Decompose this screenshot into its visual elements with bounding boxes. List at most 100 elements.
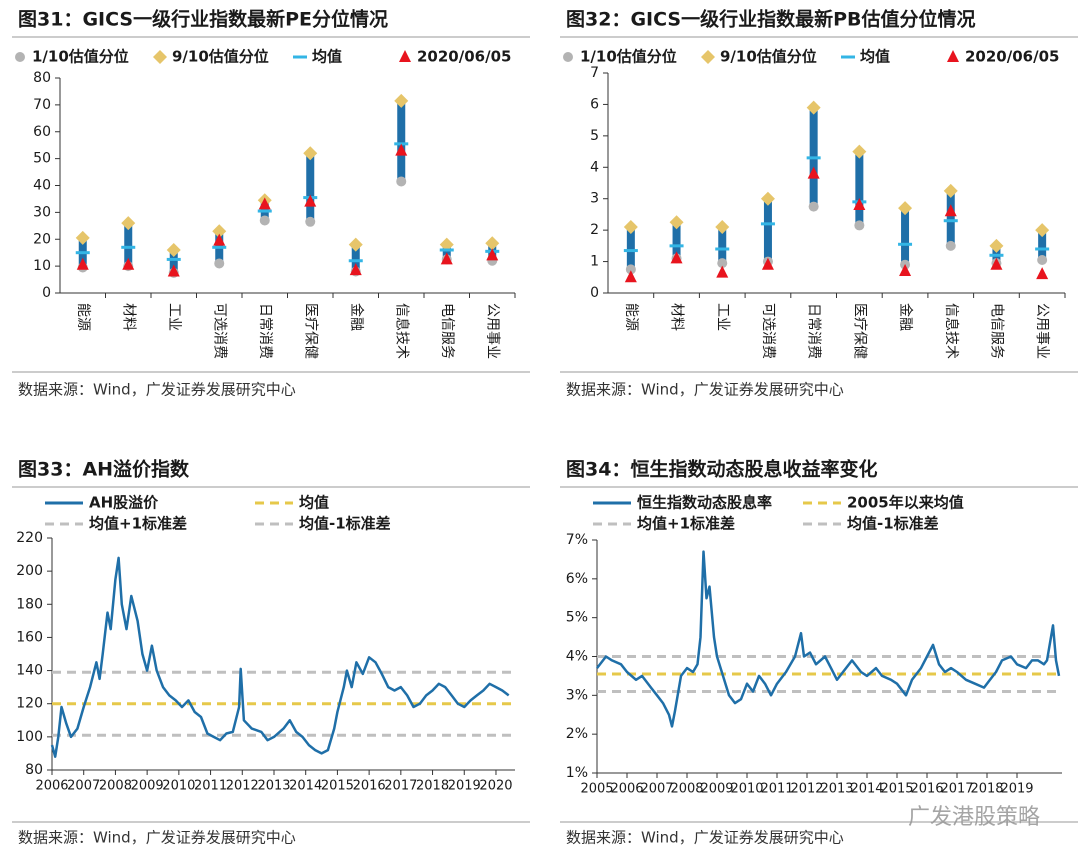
legend-label: 均值	[299, 494, 329, 512]
x-tick-label: 金融	[897, 303, 913, 331]
x-tick-label: 公用事业	[484, 303, 500, 359]
y-tick-label: 2	[590, 222, 599, 238]
x-tick-label: 医疗保健	[302, 303, 318, 359]
range-bar	[442, 244, 451, 260]
x-tick-label: 2019	[1000, 782, 1033, 797]
point	[715, 247, 730, 251]
y-tick-label: 20	[33, 231, 51, 247]
legend-label: 1/10估值分位	[32, 48, 129, 66]
x-tick-label: 2016	[353, 779, 386, 794]
range-bar	[901, 208, 910, 265]
y-tick-label: 5	[590, 128, 599, 144]
range-bar	[855, 151, 864, 226]
x-tick-label: 2015	[880, 782, 913, 797]
line	[50, 556, 510, 758]
y-tick-label: 80	[25, 762, 43, 778]
range-bar	[351, 244, 360, 272]
x-tick-label: 金融	[348, 303, 364, 331]
point	[1035, 223, 1050, 238]
point	[349, 263, 362, 276]
point	[1037, 255, 1048, 265]
legend-marker	[841, 55, 855, 59]
point	[943, 219, 958, 223]
point	[623, 220, 638, 234]
x-tick-label: 信息技术	[943, 303, 960, 359]
x-tick-label: 公用事业	[1034, 303, 1050, 359]
legend-marker	[701, 50, 715, 64]
legend-label: 均值+1标准差	[89, 515, 187, 533]
point	[75, 230, 90, 245]
range-bar	[626, 227, 635, 270]
point	[990, 257, 1003, 270]
y-tick-label: 4%	[566, 649, 588, 665]
legend-label: 1/10估值分位	[580, 48, 677, 66]
x-tick-label: 2012	[226, 779, 259, 794]
point	[806, 156, 821, 160]
y-tick-label: 3%	[566, 687, 588, 703]
point	[348, 237, 363, 252]
y-tick-label: 30	[33, 204, 51, 220]
point	[989, 238, 1004, 253]
point	[624, 270, 637, 283]
x-tick-label: 工业	[166, 303, 182, 331]
legend-label: 9/10估值分位	[720, 48, 817, 66]
x-tick-label: 2017	[940, 782, 973, 797]
x-tick-label: 可选消费	[760, 303, 776, 359]
y-tick-label: 5%	[566, 610, 588, 626]
x-tick-label: 2008	[99, 779, 132, 794]
x-tick-label: 2009	[131, 779, 164, 794]
x-tick-label: 2015	[321, 779, 354, 794]
point	[945, 240, 956, 251]
point	[717, 258, 728, 269]
source: 数据来源：Wind，广发证券发展研究中心	[566, 829, 844, 847]
chart-title: 图34：恒生指数动态股息收益率变化	[566, 458, 877, 481]
point	[486, 248, 499, 261]
line	[596, 550, 1061, 728]
point	[625, 264, 636, 275]
x-tick-label: 医疗保健	[851, 303, 867, 359]
y-tick-label: 7%	[566, 532, 588, 548]
x-tick-label: 电信服务	[988, 303, 1004, 359]
range-bar	[946, 190, 955, 246]
legend-label: 2020/06/05	[965, 48, 1059, 66]
x-tick-label: 2016	[910, 782, 943, 797]
x-tick-label: 2006	[35, 779, 68, 794]
source: 数据来源：Wind，广发证券发展研究中心	[18, 381, 296, 399]
x-tick-label: 2012	[790, 782, 823, 797]
y-tick-label: 140	[16, 663, 43, 679]
x-tick-label: 2013	[257, 779, 290, 794]
y-tick-label: 3	[590, 191, 599, 207]
point	[212, 224, 227, 239]
y-tick-label: 4	[590, 159, 599, 175]
source: 数据来源：Wind，广发证券发展研究中心	[566, 381, 844, 399]
y-tick-label: 6	[590, 96, 599, 112]
point	[669, 215, 684, 230]
x-tick-label: 2020	[479, 779, 512, 794]
chart-title: 图32：GICS一级行业指数最新PB估值分位情况	[566, 8, 976, 31]
y-tick-label: 60	[33, 124, 51, 140]
legend-marker	[563, 52, 573, 62]
x-tick-label: 2006	[610, 782, 643, 797]
y-tick-label: 160	[16, 629, 43, 645]
y-tick-label: 40	[33, 178, 51, 194]
point	[305, 216, 316, 227]
point	[944, 204, 957, 217]
point	[121, 216, 136, 231]
point	[212, 245, 227, 249]
point	[989, 253, 1004, 257]
point	[304, 194, 317, 207]
legend-label: 均值-1标准差	[847, 515, 939, 533]
x-tick-label: 2011	[760, 782, 793, 797]
point	[943, 183, 958, 198]
y-tick-label: 220	[16, 530, 43, 546]
x-tick-label: 2010	[162, 779, 195, 794]
x-tick-label: 电信服务	[439, 303, 455, 359]
point	[166, 243, 181, 257]
y-tick-label: 200	[16, 563, 43, 579]
legend-label: 均值	[860, 48, 890, 66]
chart-title: 图33：AH溢价指数	[18, 458, 190, 481]
x-tick-label: 材料	[669, 303, 685, 331]
point	[716, 265, 729, 278]
y-tick-label: 2%	[566, 726, 588, 742]
y-tick-label: 0	[590, 285, 599, 301]
